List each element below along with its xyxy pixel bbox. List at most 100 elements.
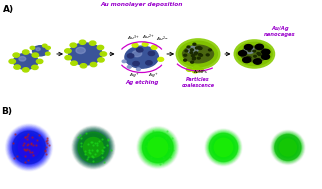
Circle shape [76,130,111,165]
Circle shape [7,125,51,170]
Circle shape [155,144,161,151]
Circle shape [79,133,108,162]
Circle shape [147,137,168,158]
Circle shape [86,139,101,155]
Circle shape [194,53,197,55]
Circle shape [212,135,235,160]
Circle shape [215,139,232,156]
Circle shape [214,138,232,157]
Circle shape [20,138,38,157]
Circle shape [146,135,170,160]
Circle shape [140,130,175,165]
Circle shape [273,133,302,162]
Circle shape [195,52,198,54]
Circle shape [19,57,26,61]
Circle shape [8,126,50,169]
Circle shape [282,142,294,153]
Circle shape [283,143,292,152]
Circle shape [82,136,105,159]
Circle shape [23,141,35,153]
Circle shape [276,136,299,159]
Circle shape [157,147,158,148]
Circle shape [90,143,97,151]
Circle shape [221,145,226,150]
Circle shape [148,138,168,157]
Circle shape [76,130,111,165]
Circle shape [286,145,290,150]
Circle shape [257,59,260,60]
Circle shape [137,48,143,52]
Circle shape [152,142,163,153]
Circle shape [79,133,108,162]
Circle shape [194,66,199,70]
Circle shape [78,132,109,163]
Circle shape [142,132,174,163]
Circle shape [75,129,111,165]
Circle shape [11,130,47,165]
Circle shape [141,130,175,164]
Circle shape [23,68,29,72]
Circle shape [77,131,110,164]
Circle shape [210,134,237,161]
Circle shape [213,136,234,159]
Circle shape [143,133,173,162]
Circle shape [148,138,167,157]
Circle shape [286,146,290,149]
Circle shape [206,54,209,56]
Circle shape [132,50,142,57]
Circle shape [87,141,100,154]
Circle shape [15,134,43,161]
Circle shape [81,136,105,159]
Circle shape [84,138,102,156]
Circle shape [151,141,164,154]
Circle shape [19,138,39,157]
Circle shape [85,139,102,156]
Circle shape [198,48,201,50]
Text: Au monolayer deposition: Au monolayer deposition [100,2,183,7]
Text: AuNPs: AuNPs [194,70,208,74]
Circle shape [32,65,38,70]
Circle shape [280,139,296,156]
Circle shape [65,56,71,60]
Circle shape [78,132,109,163]
Circle shape [28,147,30,148]
Circle shape [150,140,166,155]
Circle shape [80,134,106,160]
Circle shape [274,133,302,161]
Circle shape [257,53,260,54]
Circle shape [80,134,107,161]
Circle shape [149,139,166,156]
Circle shape [190,52,193,54]
Circle shape [211,135,236,160]
Circle shape [9,128,49,167]
Circle shape [89,143,98,152]
Circle shape [208,132,239,163]
Circle shape [213,137,234,158]
Circle shape [83,137,104,158]
Circle shape [142,132,173,163]
Circle shape [69,43,102,65]
Circle shape [247,56,250,58]
Circle shape [198,53,201,56]
Circle shape [158,57,164,61]
Circle shape [243,57,251,63]
Circle shape [70,43,77,47]
Text: Au$^{3+}$: Au$^{3+}$ [127,34,140,43]
Circle shape [88,142,99,153]
Circle shape [185,50,188,52]
Text: 30: 30 [242,120,253,129]
Circle shape [199,47,202,49]
Circle shape [86,139,101,155]
Circle shape [82,136,105,159]
Circle shape [13,53,19,57]
Circle shape [191,61,194,63]
Circle shape [221,145,226,150]
Circle shape [13,132,45,163]
Circle shape [184,59,186,61]
Circle shape [272,132,304,163]
Text: 10: 10 [113,120,124,129]
Circle shape [92,146,95,149]
Circle shape [78,132,109,163]
Circle shape [280,140,296,155]
Circle shape [193,43,196,45]
